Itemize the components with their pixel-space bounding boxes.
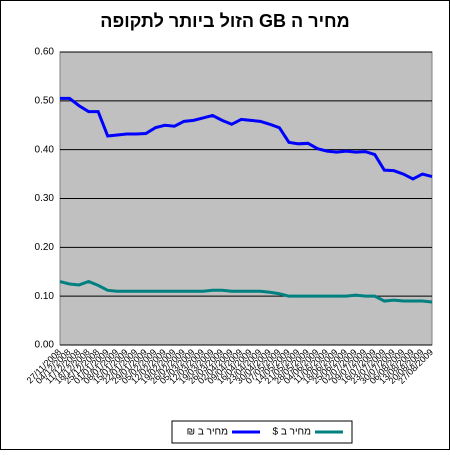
y-tick-label: 0.00: [35, 340, 55, 351]
y-tick-label: 0.40: [35, 144, 55, 155]
y-tick-label: 0.30: [35, 193, 55, 204]
series-line: [60, 96, 433, 181]
y-tick-label: 0.50: [35, 95, 55, 106]
legend-label: מחיר ב ₪: [187, 427, 229, 438]
legend-label: מחיר ב $: [273, 427, 312, 438]
legend: [171, 420, 353, 444]
y-tick-label: 0.60: [35, 47, 55, 58]
chart-title: מחיר ה GB הזול ביותר לתקופה: [100, 11, 349, 31]
series-line: [59, 279, 433, 304]
y-tick-label: 0.10: [35, 291, 55, 302]
y-tick-label: 0.20: [35, 242, 55, 253]
